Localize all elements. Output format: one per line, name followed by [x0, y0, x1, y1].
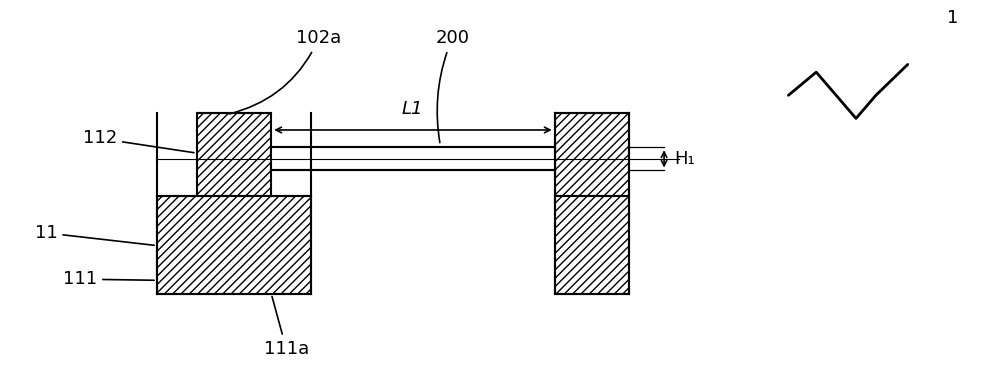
Bar [157, 196, 311, 294]
Bar [271, 147, 555, 170]
Text: 102a: 102a [229, 29, 341, 114]
Text: 200: 200 [435, 29, 469, 143]
Text: 111a: 111a [264, 296, 309, 357]
Bar [555, 196, 629, 294]
Text: 111: 111 [63, 270, 154, 288]
Bar [555, 113, 629, 196]
Text: 112: 112 [83, 129, 194, 153]
Bar [197, 113, 271, 196]
Text: L1: L1 [402, 100, 423, 118]
Text: 1: 1 [947, 9, 958, 27]
Text: H₁: H₁ [674, 150, 695, 168]
Text: 11: 11 [35, 224, 154, 245]
